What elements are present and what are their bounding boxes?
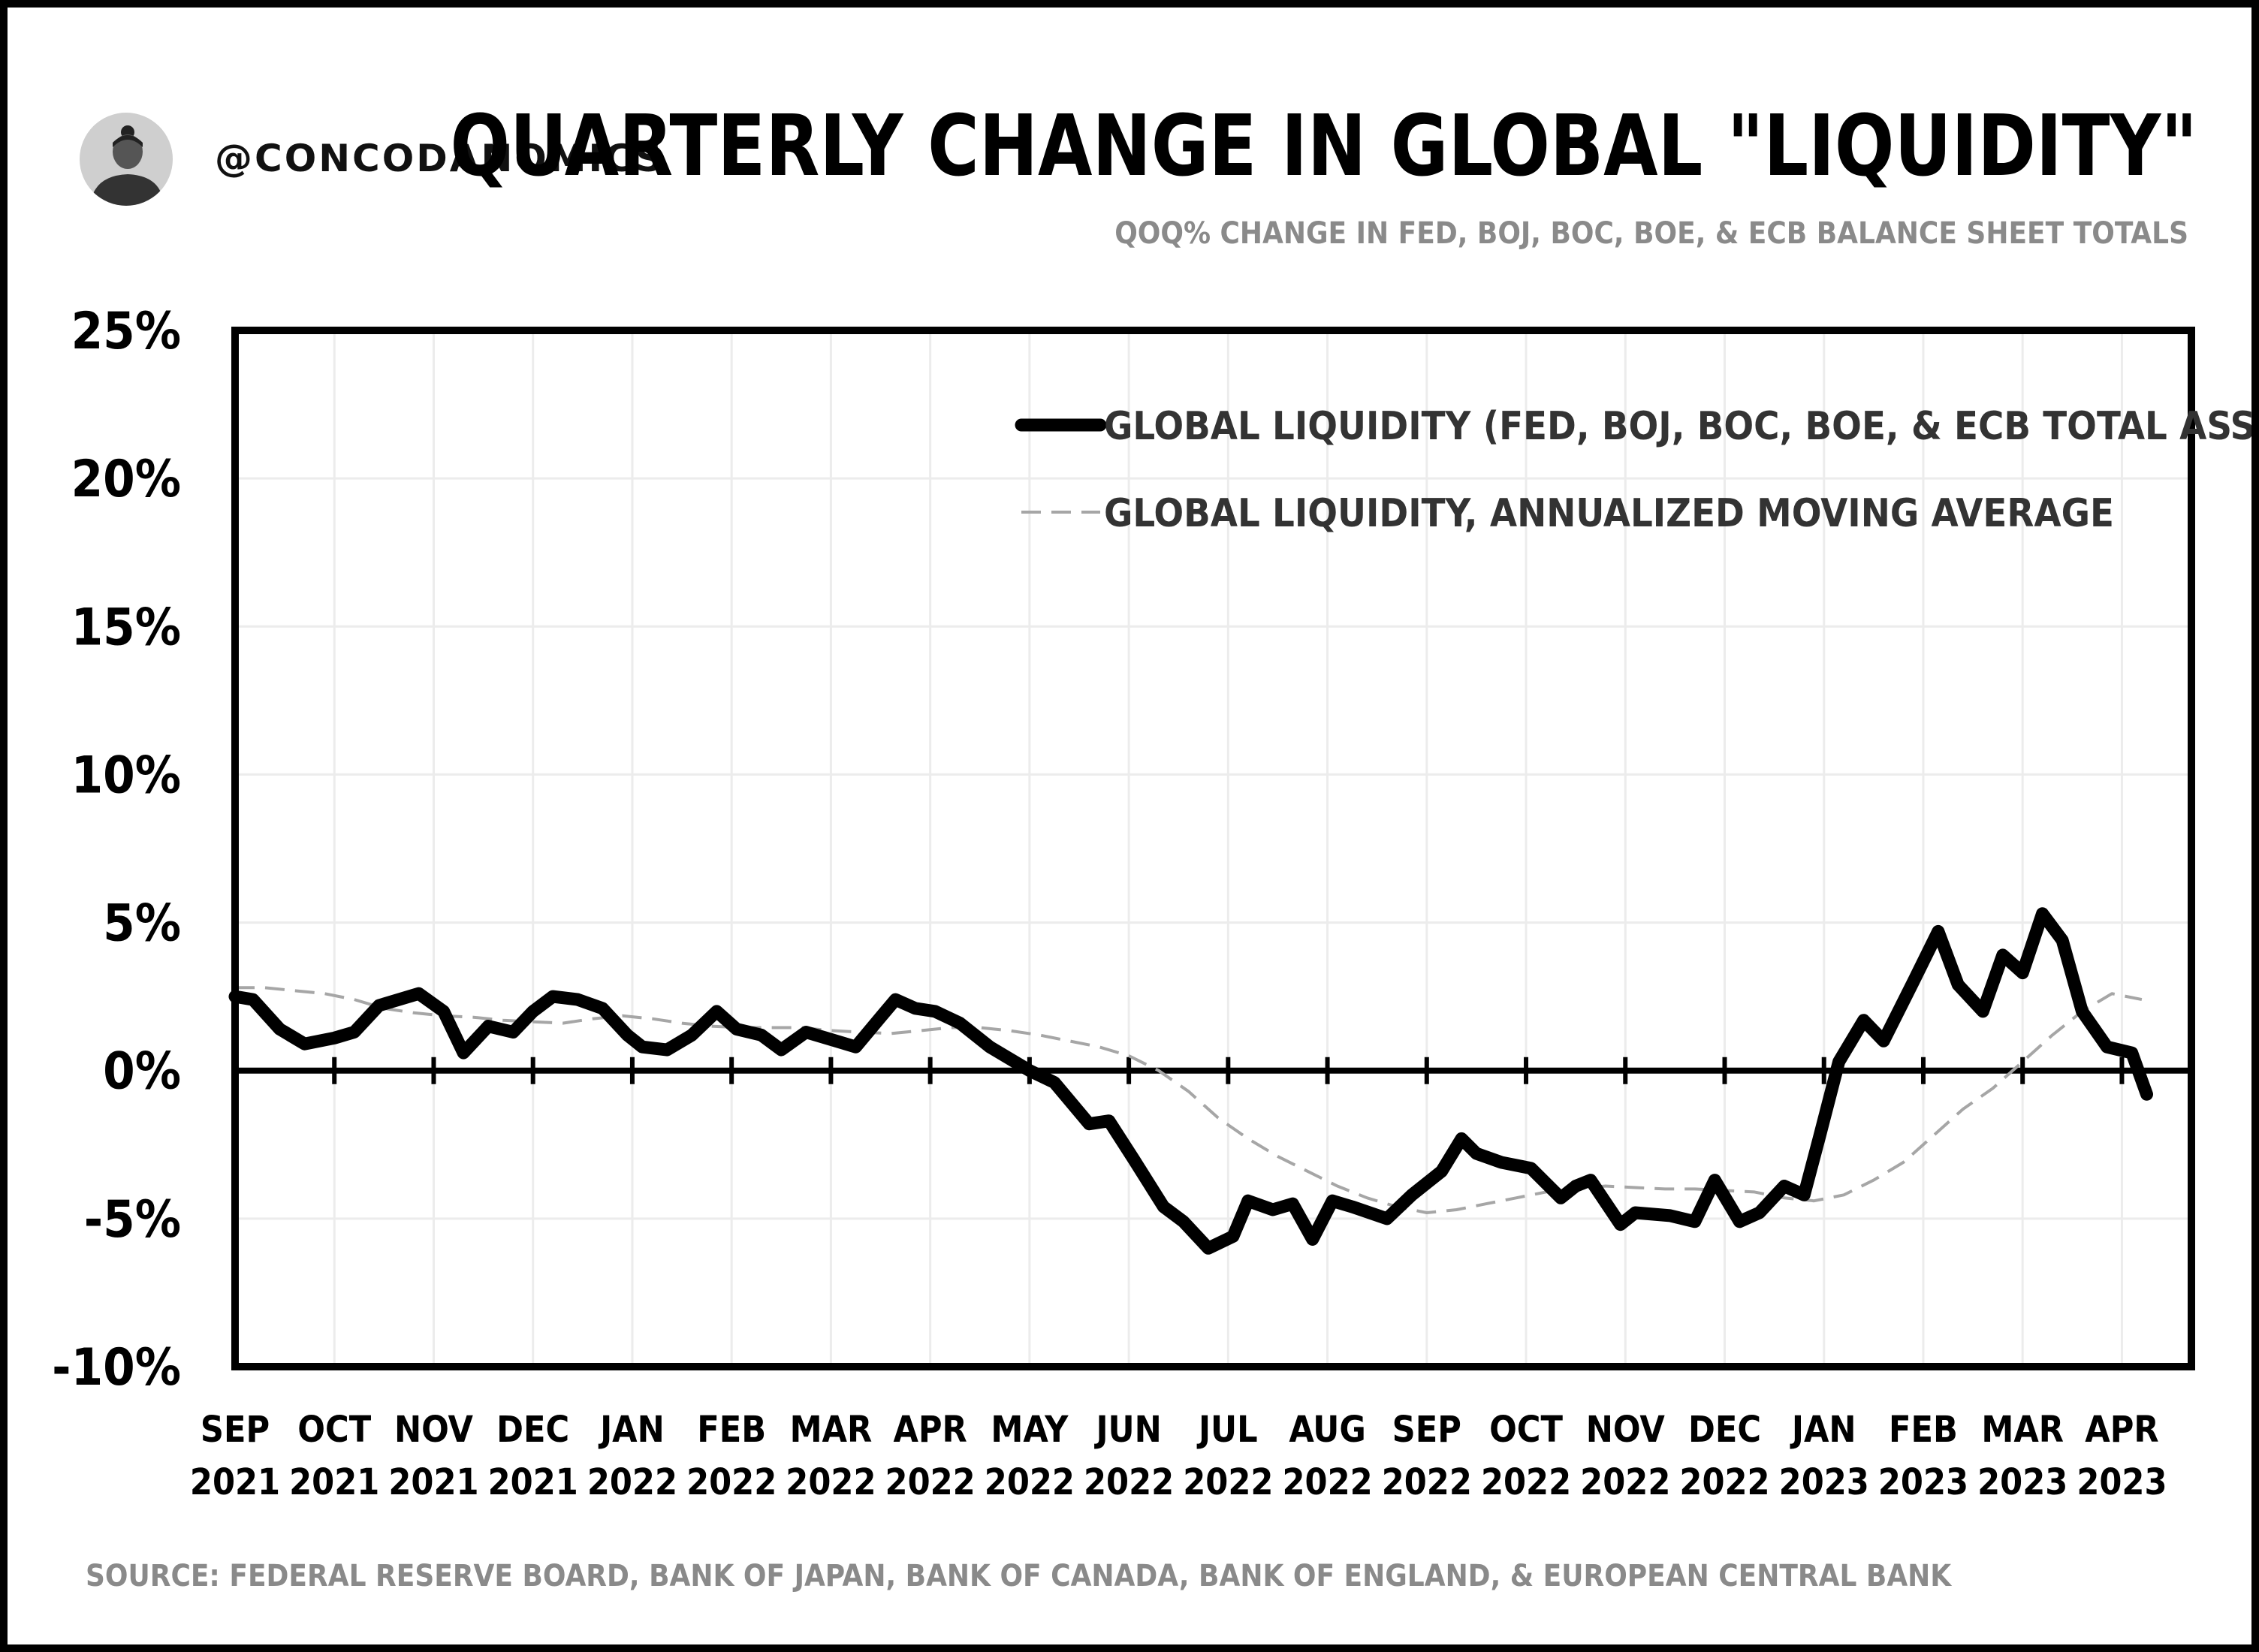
chart-subtitle: QOQ% CHANGE IN FED, BOJ, BOC, BOE, & ECB…: [1114, 216, 2188, 251]
x-tick-label-month: OCT: [1489, 1409, 1563, 1451]
x-tick-label-year: 2022: [1580, 1461, 1670, 1503]
x-tick-label-month: APR: [2085, 1409, 2158, 1451]
x-tick-label-month: MAR: [1981, 1409, 2064, 1451]
author-handle: @CONCODANOMICS: [215, 137, 665, 180]
x-tick-label-year: 2023: [1977, 1461, 2067, 1503]
x-tick-label-year: 2022: [1481, 1461, 1571, 1503]
x-tick-label-month: AUG: [1289, 1409, 1365, 1451]
x-tick-label-month: NOV: [1586, 1409, 1666, 1451]
x-tick-label-month: FEB: [697, 1409, 766, 1451]
x-tick-label-year: 2022: [686, 1461, 777, 1503]
x-tick-label-year: 2023: [2077, 1461, 2167, 1503]
x-tick-label-year: 2023: [1779, 1461, 1869, 1503]
x-tick-label-year: 2021: [190, 1461, 280, 1503]
x-tick-label-month: DEC: [1688, 1409, 1761, 1451]
x-tick-label-year: 2022: [1183, 1461, 1273, 1503]
x-tick-label-month: APR: [893, 1409, 967, 1451]
x-tick-label-month: SEP: [201, 1409, 270, 1451]
x-tick-label-year: 2021: [289, 1461, 379, 1503]
x-tick-label-month: FEB: [1889, 1409, 1958, 1451]
y-tick-label: 10%: [71, 746, 181, 805]
x-tick-label-year: 2022: [985, 1461, 1075, 1503]
x-tick-label-year: 2022: [885, 1461, 976, 1503]
x-tick-label-month: NOV: [394, 1409, 474, 1451]
x-tick-label-month: DEC: [496, 1409, 569, 1451]
x-tick-label-year: 2023: [1878, 1461, 1968, 1503]
series-line-moving-average: [235, 986, 2143, 1214]
x-tick-label-month: MAY: [991, 1409, 1069, 1451]
legend-label-moving-average: GLOBAL LIQUIDITY, ANNUALIZED MOVING AVER…: [1104, 491, 2114, 536]
y-tick-label: 5%: [103, 894, 181, 954]
x-tick-label-year: 2022: [1282, 1461, 1372, 1503]
avatar: [80, 113, 173, 206]
x-tick-label-year: 2021: [488, 1461, 578, 1503]
series-line-global-liquidity: [228, 907, 2153, 1255]
x-tick-label-month: JUL: [1196, 1409, 1258, 1451]
y-tick-label: -5%: [84, 1190, 181, 1250]
x-tick-label-year: 2022: [1084, 1461, 1174, 1503]
y-tick-label: 15%: [71, 598, 181, 657]
legend-label-global-liquidity: GLOBAL LIQUIDITY (FED, BOJ, BOC, BOE, & …: [1104, 404, 2251, 449]
x-tick-label-year: 2022: [1382, 1461, 1472, 1503]
plot-border: [231, 327, 2195, 1370]
x-tick-label-year: 2022: [587, 1461, 677, 1503]
source-note: SOURCE: FEDERAL RESERVE BOARD, BANK OF J…: [86, 1559, 1952, 1593]
y-tick-label: 0%: [103, 1042, 181, 1102]
line-chart: 25% 20% 15% 10% 5% 0% -5% -10% SEP 2021 OCT 2021 NOV…: [52, 302, 2251, 1503]
chart-title: QUARTERLY CHANGE IN GLOBAL "LIQUIDITY": [450, 96, 2197, 195]
y-tick-label: -10%: [52, 1338, 181, 1397]
x-tick-label-year: 2022: [786, 1461, 876, 1503]
x-tick-label-month: JAN: [598, 1409, 665, 1451]
y-tick-label: 20%: [71, 450, 181, 509]
x-tick-label-month: SEP: [1392, 1409, 1461, 1451]
x-tick-label-year: 2021: [388, 1461, 478, 1503]
x-tick-label-month: MAR: [790, 1409, 873, 1451]
x-tick-label-month: OCT: [297, 1409, 371, 1451]
x-tick-label-year: 2022: [1679, 1461, 1769, 1503]
x-tick-label-month: JAN: [1790, 1409, 1856, 1451]
y-tick-label: 25%: [71, 302, 181, 361]
x-tick-label-month: JUN: [1093, 1409, 1161, 1451]
